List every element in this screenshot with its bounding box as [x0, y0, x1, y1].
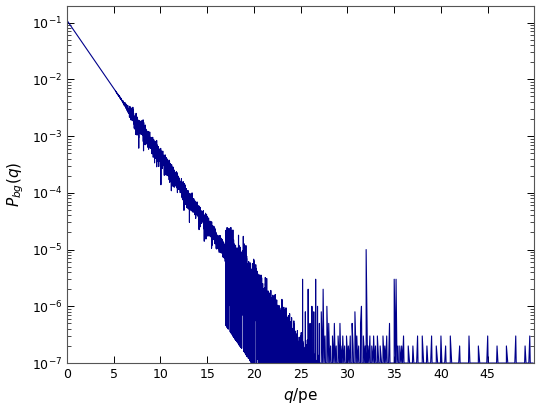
Y-axis label: $P_{bg}(q)$: $P_{bg}(q)$: [5, 162, 26, 207]
X-axis label: $q$/pe: $q$/pe: [283, 386, 318, 405]
